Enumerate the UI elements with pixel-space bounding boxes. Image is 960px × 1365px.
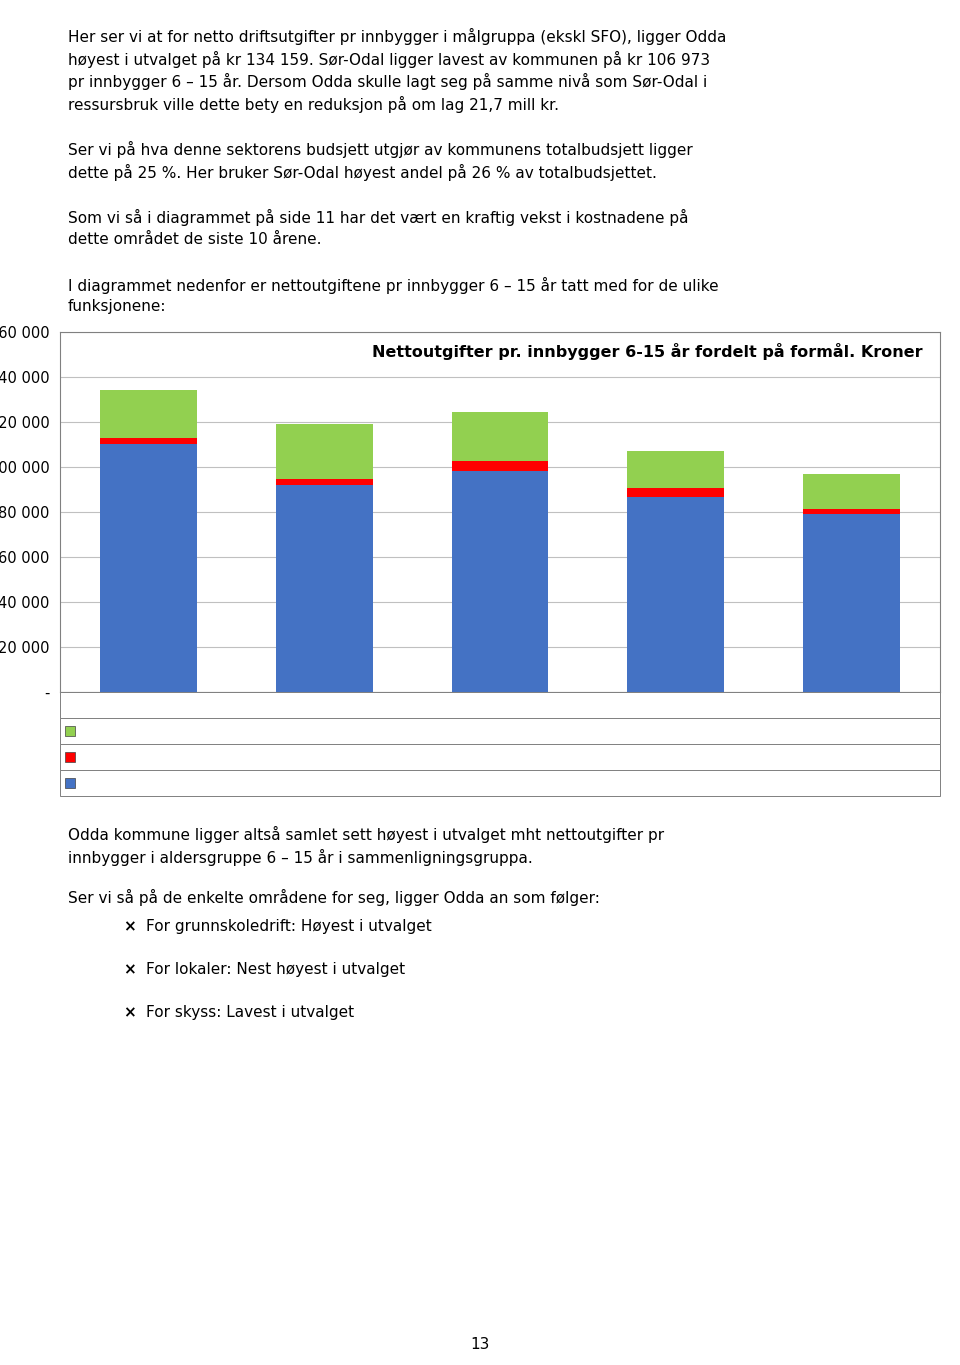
Text: 21 377: 21 377 — [213, 725, 259, 737]
Text: Her ser vi at for netto driftsutgifter pr innbygger i målgruppa (ekskl SFO), lig: Her ser vi at for netto driftsutgifter p… — [68, 29, 727, 45]
Text: ×: × — [123, 962, 135, 977]
Bar — [628, 497, 724, 692]
Text: For skyss: Lavest i utvalget: For skyss: Lavest i utvalget — [146, 1005, 354, 1020]
Text: 24 344: 24 344 — [370, 725, 416, 737]
Text: Gj.sn land uten
Oslo: Gj.sn land uten Oslo — [811, 691, 913, 719]
Text: Odda: Odda — [218, 699, 254, 711]
Text: Ser vi på hva denne sektorens budsjett utgjør av kommunens totalbudsjett ligger: Ser vi på hva denne sektorens budsjett u… — [68, 141, 693, 158]
Bar — [100, 444, 197, 692]
Text: 2 367: 2 367 — [217, 751, 255, 763]
Text: funksjonene:: funksjonene: — [68, 299, 166, 314]
Text: ×: × — [123, 1005, 135, 1020]
Bar — [451, 461, 548, 471]
Bar — [804, 474, 900, 509]
Text: 13: 13 — [470, 1336, 490, 1351]
Bar — [276, 485, 372, 692]
Text: Grunnskoler: Grunnskoler — [80, 777, 161, 789]
Text: 3 891: 3 891 — [686, 751, 725, 763]
Text: Nettoutgifter pr. innbygger 6-15 år fordelt på formål. Kroner: Nettoutgifter pr. innbygger 6-15 år ford… — [372, 343, 923, 360]
Text: 15 829: 15 829 — [838, 725, 885, 737]
Text: 4 173: 4 173 — [530, 751, 568, 763]
Text: Sunndal: Sunndal — [366, 699, 420, 711]
Text: dette området de siste 10 årene.: dette området de siste 10 årene. — [68, 232, 322, 247]
Text: innbygger i aldersgruppe 6 – 15 år i sammenligningsgruppa.: innbygger i aldersgruppe 6 – 15 år i sam… — [68, 849, 533, 865]
Bar — [804, 509, 900, 513]
Text: Ser vi så på de enkelte områdene for seg, ligger Odda an som følger:: Ser vi så på de enkelte områdene for seg… — [68, 889, 600, 906]
Text: I diagrammet nedenfor er nettoutgiftene pr innbygger 6 – 15 år tatt med for de u: I diagrammet nedenfor er nettoutgiftene … — [68, 277, 719, 293]
Text: For grunnskoledrift: Høyest i utvalget: For grunnskoledrift: Høyest i utvalget — [146, 920, 432, 935]
Text: pr innbygger 6 – 15 år. Dersom Odda skulle lagt seg på samme nivå som Sør-Odal i: pr innbygger 6 – 15 år. Dersom Odda skul… — [68, 72, 708, 90]
Text: 86 613: 86 613 — [683, 777, 729, 789]
Bar — [628, 452, 724, 489]
Text: 110 415: 110 415 — [208, 777, 264, 789]
Text: 1 975: 1 975 — [843, 751, 881, 763]
Text: ressursbruk ville dette bety en reduksjon på om lag 21,7 mill kr.: ressursbruk ville dette bety en reduksjo… — [68, 96, 559, 112]
Text: Lokaler: Lokaler — [80, 725, 129, 737]
Text: For lokaler: Nest høyest i utvalget: For lokaler: Nest høyest i utvalget — [146, 962, 405, 977]
Text: høyest i utvalget på kr 134 159. Sør-Odal ligger lavest av kommunen på kr 106 97: høyest i utvalget på kr 134 159. Sør-Oda… — [68, 51, 710, 67]
Text: Skyss: Skyss — [80, 751, 117, 763]
Bar — [100, 438, 197, 444]
Bar — [451, 412, 548, 461]
Text: Odda kommune ligger altså samlet sett høyest i utvalget mht nettoutgifter pr: Odda kommune ligger altså samlet sett hø… — [68, 826, 664, 844]
Text: Tinn: Tinn — [535, 699, 564, 711]
Bar — [804, 513, 900, 692]
Text: 92 171: 92 171 — [370, 777, 416, 789]
Bar — [451, 471, 548, 692]
Text: ×: × — [123, 920, 135, 935]
Text: 98 432: 98 432 — [526, 777, 572, 789]
Text: 79 203: 79 203 — [838, 777, 885, 789]
Bar — [628, 489, 724, 497]
Text: 16 469: 16 469 — [683, 725, 729, 737]
Text: 21 853: 21 853 — [526, 725, 572, 737]
Bar — [276, 425, 372, 479]
Text: dette på 25 %. Her bruker Sør-Odal høyest andel på 26 % av totalbudsjettet.: dette på 25 %. Her bruker Sør-Odal høyes… — [68, 164, 657, 180]
Text: Sør-Odal: Sør-Odal — [677, 699, 734, 711]
Text: Som vi så i diagrammet på side 11 har det vært en kraftig vekst i kostnadene på: Som vi så i diagrammet på side 11 har de… — [68, 209, 688, 227]
Bar — [100, 390, 197, 438]
Bar — [276, 479, 372, 485]
Text: 2 515: 2 515 — [373, 751, 412, 763]
